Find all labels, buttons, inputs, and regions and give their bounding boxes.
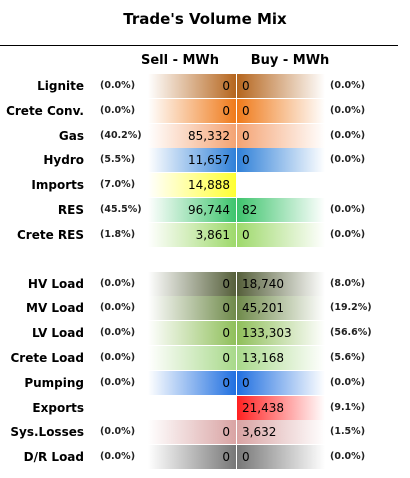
sell-value: 85,332 [148, 123, 236, 148]
buy-percent: (19.2%) [330, 302, 372, 314]
row-label: D/R Load [23, 450, 84, 465]
sell-value: 0 [148, 98, 236, 123]
sell-value: 0 [148, 296, 236, 321]
buy-value: 3,632 [237, 420, 325, 445]
row-label: Imports [31, 178, 84, 193]
sell-value: 0 [148, 445, 236, 470]
buy-percent: (0.0%) [330, 80, 366, 91]
table-row: Hydro (5.5%) 11,657 0 (0.0%) [0, 148, 410, 173]
table-row: MV Load (0.0%) 0 45,201 (19.2%) [0, 296, 410, 321]
sell-value: 0 [148, 321, 236, 346]
title-rule [0, 45, 398, 46]
buy-percent: (0.0%) [330, 204, 366, 215]
sell-value: 0 [148, 346, 236, 370]
sell-percent: (0.0%) [100, 451, 136, 463]
table-row: Imports (7.0%) 14,888 [0, 173, 410, 198]
sell-column-header: Sell - MWh [140, 53, 220, 68]
sell-value: 0 [148, 271, 236, 296]
table-row: LV Load (0.0%) 0 133,303 (56.6%) [0, 321, 410, 346]
buy-percent: (56.6%) [330, 327, 372, 339]
table-row: Crete Conv. (0.0%) 0 0 (0.0%) [0, 98, 410, 123]
buy-percent: (0.0%) [330, 228, 366, 240]
sell-value: 11,657 [148, 148, 236, 173]
buy-value: 0 [237, 222, 325, 247]
sell-percent: (0.0%) [100, 80, 136, 91]
sell-value: 0 [148, 74, 236, 98]
sell-percent: (0.0%) [100, 327, 136, 339]
row-label: Sys.Losses [10, 425, 84, 440]
sell-percent: (0.0%) [100, 352, 136, 363]
row-label: RES [57, 203, 84, 217]
table-row: Exports 21,438 (9.1%) [0, 395, 410, 420]
table-row: RES (45.5%) 96,744 82 (0.0%) [0, 198, 410, 222]
buy-percent: (8.0%) [330, 277, 366, 289]
row-label: Crete RES [17, 227, 84, 242]
buy-value [237, 173, 325, 197]
row-label: Lignite [37, 79, 84, 93]
buy-value: 0 [237, 98, 325, 123]
sell-value: 96,744 [148, 198, 236, 222]
buy-percent: (0.0%) [330, 104, 366, 116]
sell-percent: (45.5%) [100, 204, 142, 215]
sell-percent: (0.0%) [100, 302, 136, 314]
buy-value: 82 [237, 198, 325, 222]
table-row: Pumping (0.0%) 0 0 (0.0%) [0, 370, 410, 395]
sell-value [148, 396, 236, 420]
chart-title: Trade's Volume Mix [123, 10, 287, 28]
buy-percent: (0.0%) [330, 451, 366, 463]
table-row: Sys.Losses (0.0%) 0 3,632 (1.5%) [0, 420, 410, 445]
row-label: HV Load [27, 276, 84, 291]
row-label: LV Load [31, 326, 84, 341]
buy-value: 0 [237, 148, 325, 173]
row-label: Exports [32, 400, 84, 415]
sell-percent: (40.2%) [100, 129, 142, 141]
sell-value: 0 [148, 420, 236, 445]
buy-value: 0 [237, 370, 325, 395]
table-row: Lignite (0.0%) 0 0 (0.0%) [0, 74, 410, 98]
row-label: Gas [58, 128, 84, 143]
row-label: Pumping [24, 375, 84, 390]
row-label: MV Load [26, 301, 84, 316]
buy-value: 13,168 [237, 346, 325, 370]
table-row: Crete RES (1.8%) 3,861 0 (0.0%) [0, 222, 410, 247]
sell-percent [100, 396, 148, 420]
buy-value: 45,201 [237, 296, 325, 321]
sell-percent: (1.8%) [100, 228, 136, 240]
buy-column-header: Buy - MWh [250, 53, 330, 68]
buy-percent: (5.6%) [330, 352, 366, 363]
row-label: Crete Conv. [6, 103, 84, 118]
sell-value: 14,888 [148, 173, 236, 198]
table-row: HV Load (0.0%) 0 18,740 (8.0%) [0, 271, 410, 296]
buy-percent: (0.0%) [330, 129, 366, 141]
sell-percent: (0.0%) [100, 104, 136, 116]
buy-percent: (9.1%) [330, 401, 366, 413]
sell-value: 3,861 [148, 222, 236, 247]
buy-value: 133,303 [237, 321, 325, 346]
sell-percent: (0.0%) [100, 426, 136, 438]
buy-percent [330, 173, 380, 197]
row-label: Crete Load [10, 351, 85, 365]
sell-percent: (0.0%) [100, 277, 136, 289]
table-row: D/R Load (0.0%) 0 0 (0.0%) [0, 445, 410, 470]
buy-percent: (0.0%) [330, 376, 366, 388]
buy-value: 0 [237, 445, 325, 470]
sell-percent: (0.0%) [100, 376, 136, 388]
buy-value: 18,740 [237, 271, 325, 296]
table-row: Crete Load (0.0%) 0 13,168 (5.6%) [0, 346, 410, 370]
buy-percent: (1.5%) [330, 426, 366, 438]
buy-value: 0 [237, 123, 325, 148]
table-row: Gas (40.2%) 85,332 0 (0.0%) [0, 123, 410, 148]
row-label: Hydro [43, 153, 84, 168]
buy-value: 0 [237, 74, 325, 98]
sell-value: 0 [148, 370, 236, 395]
buy-value: 21,438 [237, 395, 325, 420]
sell-percent: (7.0%) [100, 179, 136, 191]
sell-percent: (5.5%) [100, 154, 136, 166]
buy-percent: (0.0%) [330, 154, 366, 166]
